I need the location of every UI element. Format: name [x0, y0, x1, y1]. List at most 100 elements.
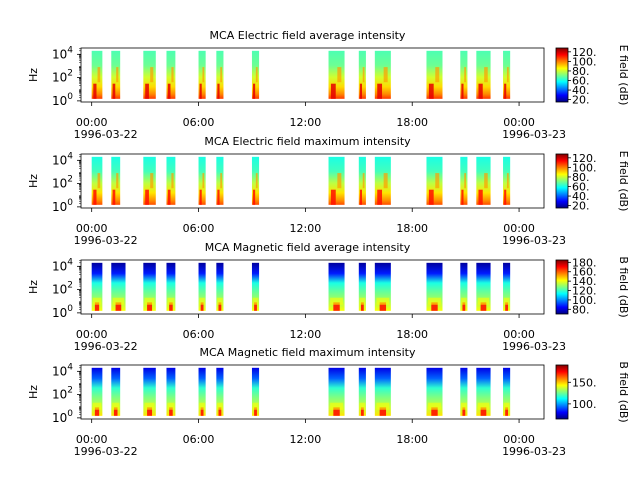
spectrogram-hot-band	[478, 189, 483, 205]
spectrogram-hot-band	[379, 302, 387, 311]
x-tick-label: 12:00	[290, 222, 322, 235]
spectrogram-block	[503, 262, 511, 311]
spectrogram-block	[198, 262, 206, 311]
spectrogram-block	[460, 156, 468, 205]
spectrogram-block	[166, 262, 176, 311]
y-tick-exponent: 4	[67, 45, 73, 55]
spectrogram-hot-band	[377, 83, 383, 99]
x-tick-label: 18:00	[396, 222, 428, 235]
spectrogram-block	[460, 50, 468, 99]
spectrogram-streak	[150, 67, 154, 83]
colorbar-tick-label: 20.	[572, 94, 590, 107]
spectrogram-block	[166, 50, 176, 99]
panel-title: MCA Magnetic field average intensity	[205, 241, 411, 254]
y-tick-exponent: 2	[67, 69, 73, 79]
x-tick-label: 00:00	[76, 328, 108, 341]
spectrogram-streak	[92, 297, 102, 305]
spectrogram-streak	[167, 297, 175, 305]
spectrogram-streak	[477, 297, 490, 305]
spectrogram-block	[251, 262, 260, 311]
colorbar-tick-label: 80.	[572, 65, 590, 78]
spectrogram-hot-band	[480, 407, 487, 416]
spectrogram-streak	[217, 297, 223, 305]
y-axis-label: Hz	[27, 68, 40, 82]
spectrogram-block	[216, 262, 224, 311]
spectrogram-streak	[116, 173, 119, 189]
spectrogram-hot-band	[112, 83, 116, 99]
colorbar	[556, 154, 568, 208]
spectrogram-streak	[383, 67, 388, 83]
spectrogram-streak	[428, 297, 441, 305]
colorbar-frame	[555, 259, 569, 315]
spectrogram-streak	[199, 297, 205, 305]
spectrogram-hot-band	[112, 189, 116, 205]
x-tick-label: 00:00	[503, 433, 535, 446]
colorbar-tick-label: 120.	[572, 152, 597, 165]
colorbar-tick-label: 100.	[572, 55, 597, 68]
spectrogram-streak	[435, 67, 440, 83]
colorbar-tick-label: 60.	[572, 180, 590, 193]
x-date-label-end: 1996-03-23	[502, 340, 566, 353]
spectrogram-streak	[461, 297, 467, 305]
spectrogram-streak	[202, 173, 205, 189]
y-tick-exponent: 0	[67, 409, 73, 419]
x-tick-label: 00:00	[76, 222, 108, 235]
spectrogram-hot-band	[377, 189, 383, 205]
y-tick-exponent: 0	[67, 304, 73, 314]
y-tick-label: 100	[52, 409, 73, 425]
spectrogram-streak	[362, 173, 365, 189]
spectrogram-streak	[359, 402, 366, 410]
spectrogram-hot-band	[431, 407, 438, 416]
colorbar-tick-label: 80.	[572, 171, 590, 184]
colorbar-tick-label: 160.	[572, 266, 597, 279]
spectrogram-hot-band	[428, 189, 434, 205]
spectrogram-block	[216, 50, 224, 99]
spectrogram-hot-band	[431, 302, 438, 311]
panel-title: MCA Electric field average intensity	[210, 29, 406, 42]
spectrogram-block	[216, 156, 224, 205]
spectrogram-hot-band	[217, 189, 220, 205]
spectrogram-streak	[477, 402, 490, 410]
spectrogram-streak	[97, 173, 101, 189]
x-date-label-end: 1996-03-23	[502, 128, 566, 141]
plot-frame	[80, 259, 545, 315]
spectrogram-hot-band	[200, 407, 204, 416]
y-axis-label: Hz	[27, 174, 40, 188]
spectrogram-hot-band	[360, 407, 364, 416]
spectrogram-streak	[464, 173, 467, 189]
spectrogram-block	[503, 156, 511, 205]
colorbar-label: B field (dB)	[617, 256, 630, 317]
spectrogram-hot-band	[145, 83, 149, 99]
spectrogram-hot-band	[253, 83, 256, 99]
spectrogram-hot-band	[218, 407, 222, 416]
colorbar-frame	[555, 153, 569, 209]
spectrogram-hot-band	[504, 189, 507, 205]
spectrogram-hot-band	[147, 407, 153, 416]
spectrogram-block	[91, 50, 103, 99]
spectrogram-streak	[97, 67, 101, 83]
panel-2: MCA Electric field maximum intensity 100 1…	[27, 135, 630, 247]
spectrogram-hot-band	[330, 189, 336, 205]
y-tick-exponent: 2	[67, 175, 73, 185]
spectrogram-hot-band	[505, 407, 509, 416]
colorbar-tick-label: 40.	[572, 84, 590, 97]
y-tick-label: 102	[52, 69, 73, 85]
y-tick-label: 102	[52, 175, 73, 191]
colorbar-tick-label: 100.	[572, 161, 597, 174]
spectrogram-streak	[330, 297, 343, 305]
spectrogram-hot-band	[478, 83, 483, 99]
spectrogram-hot-band	[461, 83, 464, 99]
y-tick-label: 104	[52, 362, 73, 378]
spectrogram-hot-band	[359, 83, 363, 99]
y-axis-label: Hz	[27, 385, 40, 399]
colorbar-label: E field (dB)	[617, 45, 630, 106]
colorbar-label: B field (dB)	[617, 361, 630, 422]
spectrogram-block	[111, 156, 121, 205]
y-tick-label: 104	[52, 151, 73, 167]
spectrogram-streak	[150, 173, 154, 189]
spectrogram-block	[358, 50, 366, 99]
y-tick-exponent: 2	[67, 386, 73, 396]
spectrogram-streak	[376, 297, 390, 305]
spectrogram-hot-band	[254, 407, 257, 416]
